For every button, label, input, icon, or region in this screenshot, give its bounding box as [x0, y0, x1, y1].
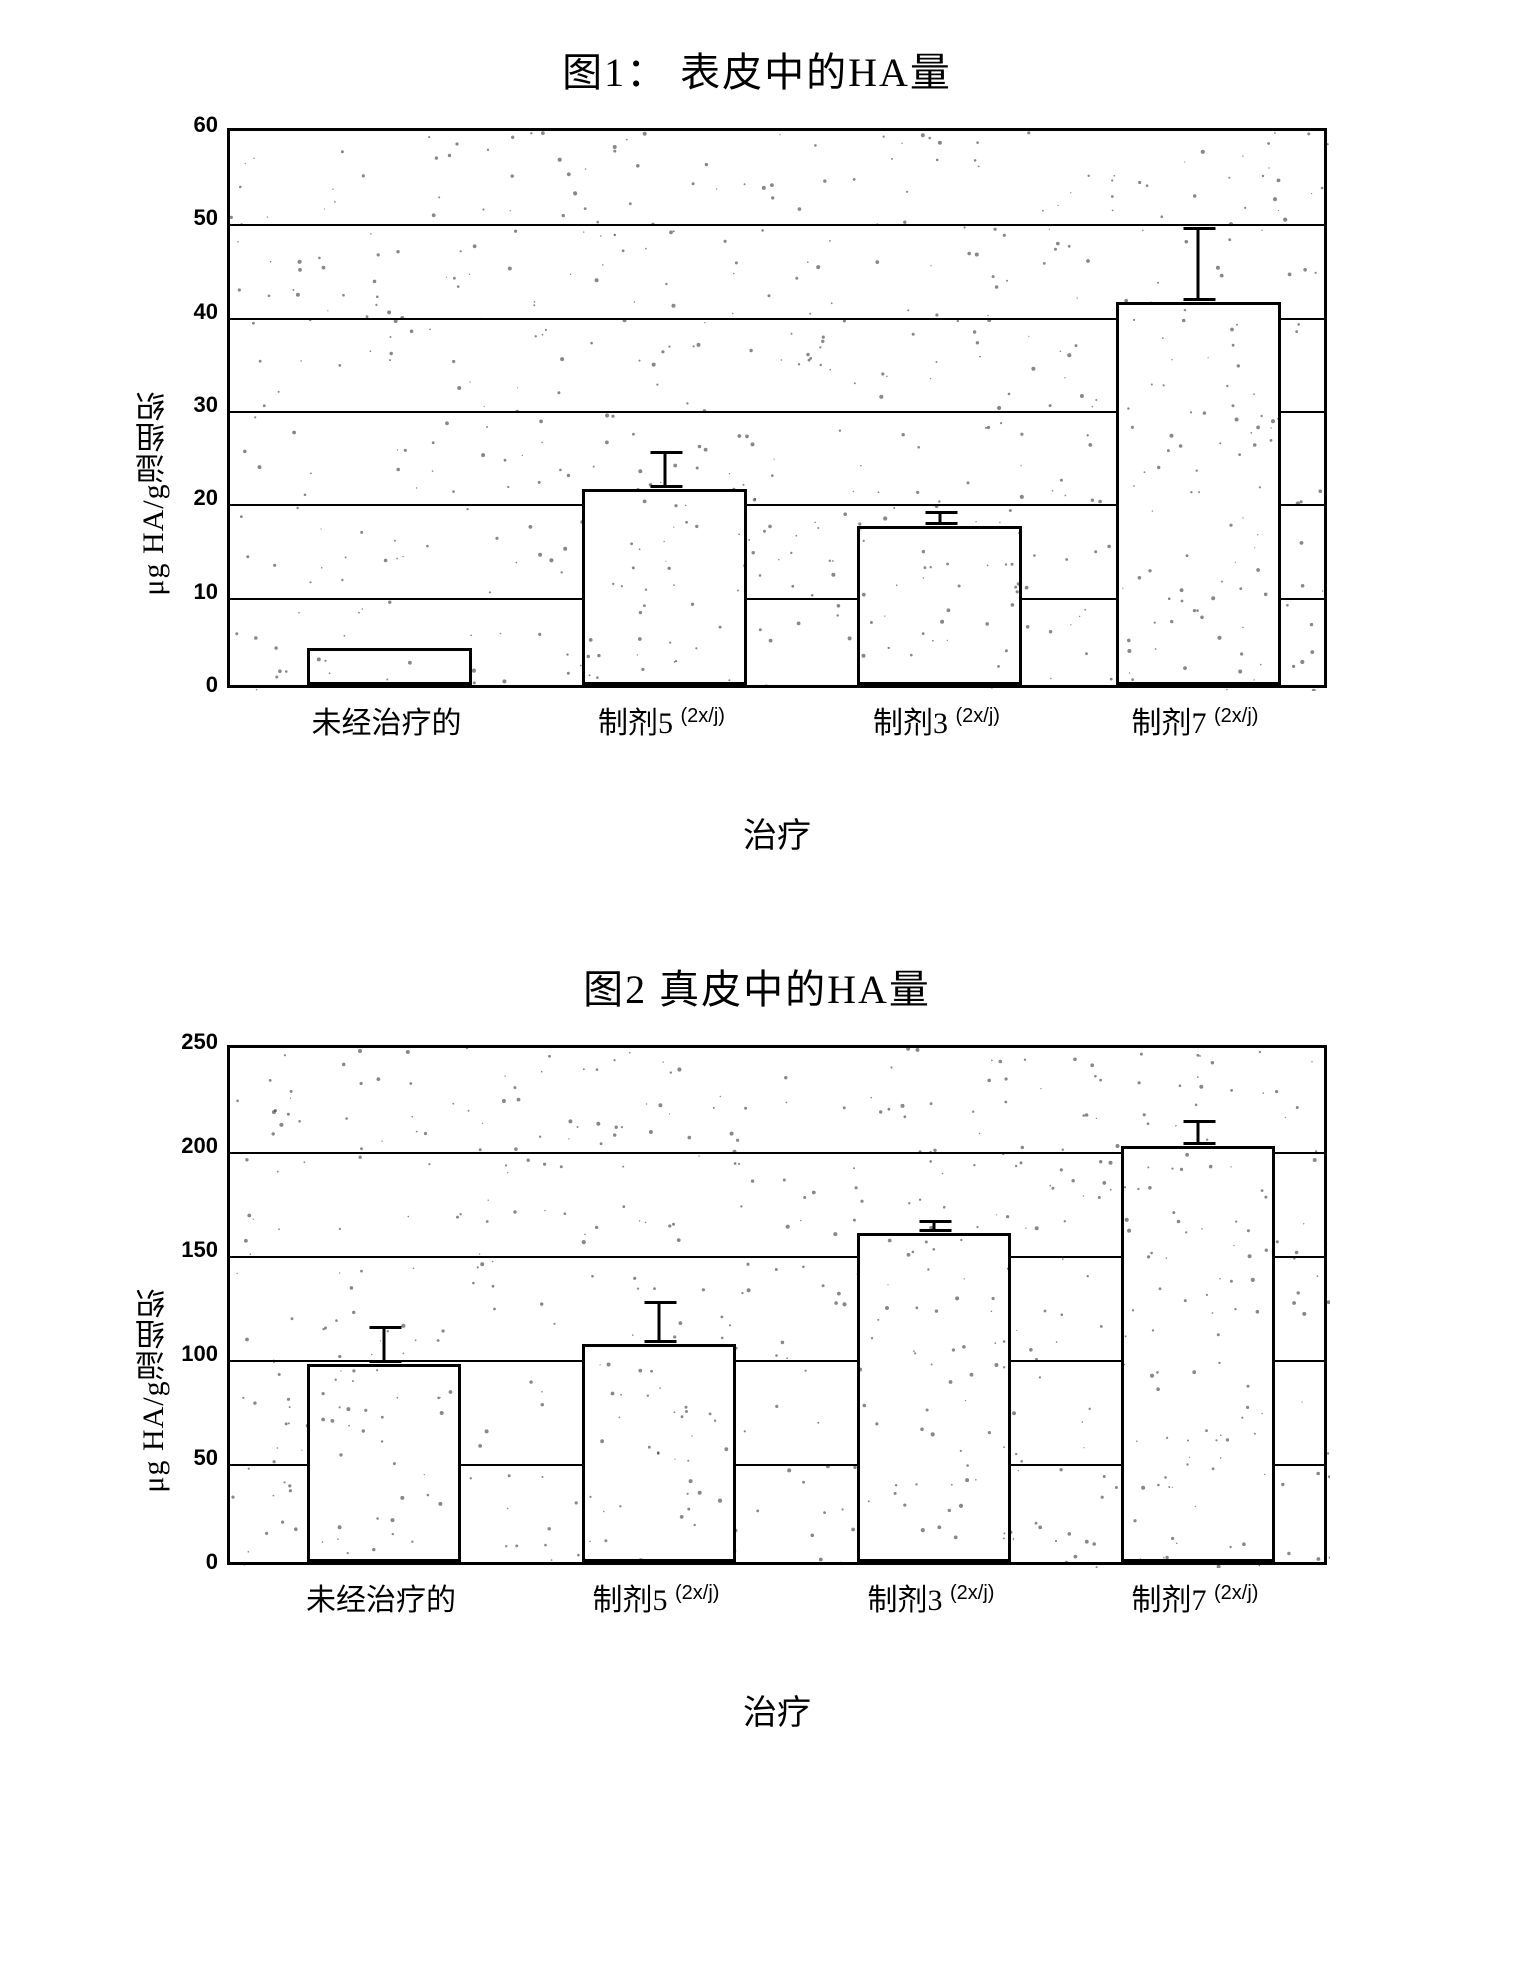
- bar: [307, 648, 472, 685]
- y-tick: 60: [194, 112, 230, 138]
- bar-noise: [310, 1367, 458, 1559]
- gridline: [230, 224, 1324, 226]
- error-bar: [938, 511, 941, 525]
- x-tick-label-sup: (2x/j): [956, 705, 1000, 727]
- y-tick: 150: [181, 1237, 230, 1263]
- x-tick-label-sup: (2x/j): [1214, 1582, 1258, 1604]
- figure-1: 图1： 表皮中的HA量μg HA/g湿组织0102030405060未经治疗的制…: [107, 40, 1407, 857]
- x-tick-label-main: 制剂3: [873, 707, 948, 740]
- y-tick: 20: [194, 485, 230, 511]
- x-labels: 未经治疗的制剂5 (2x/j)制剂3 (2x/j)制剂7 (2x/j): [227, 1575, 1327, 1635]
- x-tick-label: 制剂7 (2x/j): [1132, 1575, 1259, 1619]
- x-tick-label-sup: (2x/j): [675, 1582, 719, 1604]
- x-tick-label: 制剂3 (2x/j): [873, 698, 1000, 742]
- plot-area: 0102030405060: [227, 128, 1327, 688]
- bar-noise: [1119, 305, 1278, 682]
- bar: [857, 526, 1022, 685]
- plot-area: 050100150200250: [227, 1045, 1327, 1565]
- y-tick: 0: [206, 1549, 230, 1575]
- x-axis-label: 治疗: [227, 1685, 1327, 1734]
- x-tick-label-main: 制剂5: [593, 1584, 668, 1617]
- bar: [582, 489, 747, 685]
- bar-noise: [585, 1347, 733, 1559]
- bar: [582, 1344, 736, 1562]
- bar: [1121, 1146, 1275, 1562]
- figure-caption: 图1： 表皮中的HA量: [107, 40, 1407, 98]
- y-tick: 40: [194, 299, 230, 325]
- x-tick-label: 未经治疗的: [306, 1575, 456, 1619]
- y-tick: 200: [181, 1133, 230, 1159]
- x-tick-label: 制剂5 (2x/j): [598, 698, 725, 742]
- bar: [307, 1364, 461, 1562]
- chart-wrap: μg HA/g湿组织0102030405060未经治疗的制剂5 (2x/j)制剂…: [227, 128, 1327, 857]
- error-bar: [1197, 1120, 1200, 1145]
- y-tick: 50: [194, 1445, 230, 1471]
- x-tick-label-main: 制剂7: [1132, 1584, 1207, 1617]
- y-tick: 50: [194, 205, 230, 231]
- bar-noise: [860, 1236, 1008, 1559]
- x-tick-label-sup: (2x/j): [681, 705, 725, 727]
- y-axis-label: μg HA/g湿组织: [132, 390, 176, 595]
- y-tick: 0: [206, 672, 230, 698]
- x-axis-label: 治疗: [227, 808, 1327, 857]
- x-tick-label-sup: (2x/j): [1214, 705, 1258, 727]
- bar-noise: [310, 651, 469, 682]
- x-labels: 未经治疗的制剂5 (2x/j)制剂3 (2x/j)制剂7 (2x/j): [227, 698, 1327, 758]
- x-tick-label-main: 制剂5: [598, 707, 673, 740]
- x-tick-label: 制剂3 (2x/j): [868, 1575, 995, 1619]
- x-tick-label-main: 未经治疗的: [312, 707, 462, 740]
- x-tick-label-sup: (2x/j): [950, 1582, 994, 1604]
- bar-noise: [860, 529, 1019, 682]
- y-tick: 30: [194, 392, 230, 418]
- error-bar: [1197, 227, 1200, 302]
- x-tick-label: 未经治疗的: [312, 698, 462, 742]
- figure-2: 图2 真皮中的HA量μg HA/g湿组织050100150200250未经治疗的…: [107, 957, 1407, 1734]
- y-tick: 100: [181, 1341, 230, 1367]
- x-tick-label-main: 制剂7: [1132, 707, 1207, 740]
- x-tick-label-main: 未经治疗的: [306, 1584, 456, 1617]
- error-bar: [663, 451, 666, 488]
- chart-wrap: μg HA/g湿组织050100150200250未经治疗的制剂5 (2x/j)…: [227, 1045, 1327, 1734]
- error-bar: [933, 1220, 936, 1232]
- bar-noise: [585, 492, 744, 682]
- y-axis-label: μg HA/g湿组织: [132, 1287, 176, 1492]
- x-tick-label: 制剂5 (2x/j): [593, 1575, 720, 1619]
- y-tick: 250: [181, 1029, 230, 1055]
- x-tick-label-main: 制剂3: [868, 1584, 943, 1617]
- figure-caption: 图2 真皮中的HA量: [107, 957, 1407, 1015]
- error-bar: [383, 1326, 386, 1363]
- y-tick: 10: [194, 579, 230, 605]
- error-bar: [658, 1301, 661, 1343]
- bar: [857, 1233, 1011, 1562]
- bar-noise: [1124, 1149, 1272, 1559]
- bar: [1116, 302, 1281, 685]
- x-tick-label: 制剂7 (2x/j): [1132, 698, 1259, 742]
